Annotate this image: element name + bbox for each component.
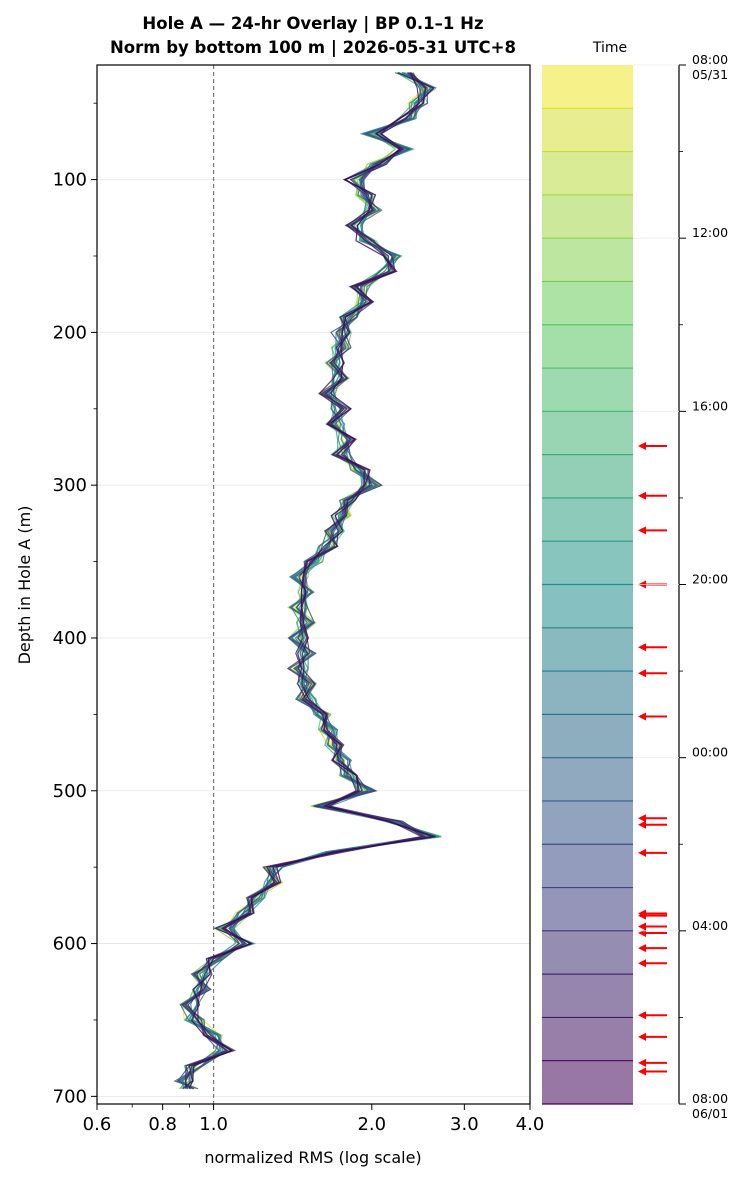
y-tick-label: 400 <box>53 628 87 649</box>
colorbar-band <box>542 324 633 369</box>
y-tick-label: 300 <box>53 475 87 496</box>
event-arrow <box>638 922 667 931</box>
gridlines <box>97 179 530 1097</box>
event-arrow <box>638 820 667 829</box>
event-arrow <box>638 814 667 823</box>
x-axis-label: normalized RMS (log scale) <box>204 1148 421 1167</box>
x-tick-label: 2.0 <box>357 1114 386 1135</box>
series-line <box>180 72 437 1090</box>
colorbar-band <box>542 541 633 585</box>
y-tick-label: 100 <box>53 170 87 191</box>
plot-area: 0.6 0.8 1.0 2.0 3.0 4.0 100 200 300 400 500 600 700 <box>53 64 545 1135</box>
colorbar-band <box>542 974 633 1018</box>
colorbar-band <box>542 887 633 931</box>
colorbar-tick-label: 16:00 <box>692 398 728 413</box>
series-line <box>182 72 435 1090</box>
colorbar-band <box>542 497 633 542</box>
event-arrow <box>638 848 667 857</box>
colorbar-title: Time <box>592 40 627 56</box>
event-arrow <box>638 1058 667 1067</box>
colorbar-band <box>542 844 633 888</box>
colorbar-tick-label: 08:00 <box>692 52 728 67</box>
colorbar-tick-label: 12:00 <box>692 225 728 240</box>
series-line <box>181 72 437 1090</box>
series-line <box>181 72 440 1090</box>
plot-frame <box>96 64 531 1105</box>
colorbar-band <box>542 930 633 975</box>
colorbar-arrows <box>638 441 667 1076</box>
colorbar-band <box>542 627 633 672</box>
event-arrow <box>638 712 667 721</box>
x-tick-label: 0.6 <box>83 1114 112 1135</box>
colorbar-tick-sublabel: 05/31 <box>692 67 728 82</box>
colorbar-tick-label: 04:00 <box>692 918 728 933</box>
y-axis-label: Depth in Hole A (m) <box>15 506 34 665</box>
event-arrow <box>638 944 667 953</box>
colorbar-band <box>542 411 633 455</box>
series-line <box>186 72 442 1089</box>
series-line <box>188 72 436 1089</box>
colorbar-band <box>542 584 633 628</box>
colorbar-tick-sublabel: 06/01 <box>692 1106 728 1121</box>
x-axis-ticks: 0.6 0.8 1.0 2.0 3.0 4.0 <box>83 1104 545 1135</box>
chart-title-line2: Norm by bottom 100 m | 2026-05-31 UTC+8 <box>110 38 516 58</box>
colorbar-band <box>542 238 633 282</box>
event-arrow <box>638 526 667 535</box>
event-arrow <box>638 928 667 937</box>
colorbar-band <box>542 151 633 195</box>
colorbar-tick-label: 20:00 <box>692 572 728 587</box>
x-tick-label: 1.0 <box>199 1114 228 1135</box>
colorbar-band <box>542 194 633 239</box>
event-arrow <box>638 491 667 500</box>
event-arrow <box>638 669 667 678</box>
colorbar-band <box>542 757 633 801</box>
chart-title-line1: Hole A — 24-hr Overlay | BP 0.1–1 Hz <box>142 14 483 34</box>
event-arrow <box>638 911 667 920</box>
x-tick-label: 0.8 <box>148 1114 177 1135</box>
colorbar-band <box>542 1060 633 1104</box>
x-tick-label: 3.0 <box>450 1114 479 1135</box>
y-tick-label: 700 <box>53 1086 87 1107</box>
y-axis-ticks: 100 200 300 400 500 600 700 <box>53 102 97 1107</box>
colorbar-bands <box>542 65 633 1105</box>
colorbar-band <box>542 108 633 152</box>
y-tick-label: 200 <box>53 322 87 343</box>
colorbar-band <box>542 281 633 325</box>
event-arrow <box>638 1011 667 1020</box>
event-arrow <box>638 1032 667 1041</box>
x-tick-label: 4.0 <box>516 1114 545 1135</box>
series-line <box>180 72 437 1089</box>
colorbar-band <box>542 65 633 109</box>
colorbar-band <box>542 714 633 758</box>
event-arrow <box>638 441 667 450</box>
series-group <box>173 72 442 1090</box>
event-arrow <box>638 643 667 652</box>
colorbar-band <box>542 1017 633 1061</box>
event-arrow <box>638 1067 667 1076</box>
colorbar-band <box>542 800 633 845</box>
colorbar-axis: 08:0005/3112:0016:0020:0000:0004:0008:00… <box>633 52 728 1121</box>
colorbar-tick-label: 00:00 <box>692 745 728 760</box>
series-line <box>184 72 442 1090</box>
y-tick-label: 500 <box>53 781 87 802</box>
colorbar-band <box>542 368 633 412</box>
event-arrow <box>638 959 667 968</box>
colorbar: 08:0005/3112:0016:0020:0000:0004:0008:00… <box>542 40 728 1121</box>
colorbar-tick-label: 08:00 <box>692 1091 728 1106</box>
colorbar-band <box>542 671 633 715</box>
y-tick-label: 600 <box>53 934 87 955</box>
colorbar-band <box>542 454 633 498</box>
